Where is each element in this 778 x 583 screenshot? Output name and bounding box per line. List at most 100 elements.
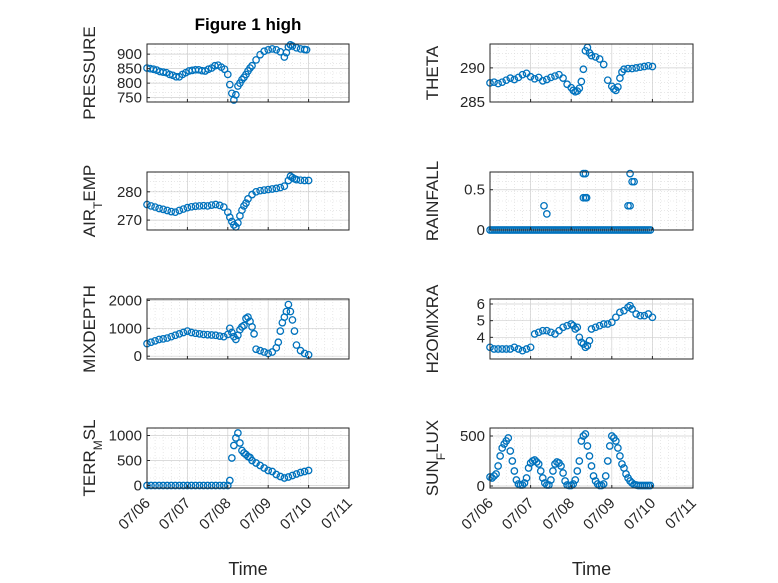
data-point [304,176,313,185]
data-point [607,318,616,327]
data-point [260,186,269,194]
data-point [622,470,630,478]
data-point [232,90,240,99]
data-point [490,345,498,353]
data-point [219,481,228,490]
data-point [573,323,582,332]
data-point [506,345,515,353]
ylabel-1: THETA [423,45,442,100]
data-point [187,328,196,337]
data-point [612,313,620,322]
data-point [227,89,236,98]
data-point [151,481,159,490]
data-point [618,460,626,468]
data-point [644,61,653,70]
data-point [147,202,155,210]
data-point [601,472,610,480]
data-point [494,79,502,88]
data-point [583,442,592,450]
data-point [540,479,549,487]
data-point [288,471,297,480]
subplot-2: 270 280 AIRTEMP [80,165,350,237]
x-tick-label: 07/06 [115,495,154,534]
data-point [179,481,188,490]
data-point [302,45,311,54]
data-point [614,83,622,91]
data-point [225,324,234,333]
data-point [167,332,176,341]
data-point [300,467,309,476]
y-tick-label: 0 [477,222,485,239]
data-point [492,470,500,478]
data-point [599,60,608,69]
axes-box [146,171,350,231]
data-point [502,345,511,353]
data-point [585,452,594,460]
data-point [510,343,519,352]
data-point [167,481,176,490]
x-tick-label: 07/08 [539,495,578,534]
data-point [526,343,535,352]
data-point [215,481,224,490]
data-point [612,437,620,445]
data-point [199,330,208,339]
data-point [175,330,184,338]
data-point [175,481,184,490]
ylabel-0: PRESSURE [80,26,99,120]
x-tick-label: 07/10 [277,495,316,534]
data-point [547,476,555,484]
data-point [191,481,200,490]
data-point [549,467,557,475]
data-point [514,345,523,353]
y-tick-label: 0 [134,348,142,365]
y-tick-label: 850 [117,61,142,78]
data-point [151,337,159,345]
data-point [632,310,641,318]
data-point [288,316,297,324]
y-tick-label: 280 [117,184,142,201]
data-point [207,481,216,490]
data-point [547,328,555,337]
y-tick-label: 0 [134,478,142,495]
data-point [620,65,628,74]
data-point [506,447,515,455]
axes-box [489,171,694,231]
data-point [628,305,636,313]
data-point [163,206,172,215]
data-point [151,203,159,211]
data-point [187,481,196,490]
data-point [288,42,297,50]
data-point [155,204,163,213]
data-point [587,462,596,470]
data-point [147,338,155,347]
data-point [575,457,584,465]
data-point [268,185,277,193]
data-point [498,78,507,87]
data-point [187,202,196,211]
data-point [159,205,168,214]
x-tick-label: 07/09 [236,495,275,534]
data-point [171,481,180,490]
data-point [191,329,200,338]
data-point [582,193,591,202]
data-point [577,338,586,347]
data-point [542,210,551,218]
y-tick-label: 500 [460,428,485,445]
data-point [607,432,616,440]
data-point [183,327,192,335]
data-point [230,221,238,229]
y-tick-label: 270 [117,212,142,229]
data-point [636,311,645,320]
data-point [252,187,260,196]
data-point [248,323,256,331]
data-point [567,481,576,490]
data-point [274,338,283,347]
y-tick-label: 0 [477,478,485,495]
data-point [183,481,192,490]
data-point [246,64,254,72]
ylabel-4: MIXDEPTH [80,285,99,373]
data-point [532,458,541,466]
data-point [207,201,216,209]
